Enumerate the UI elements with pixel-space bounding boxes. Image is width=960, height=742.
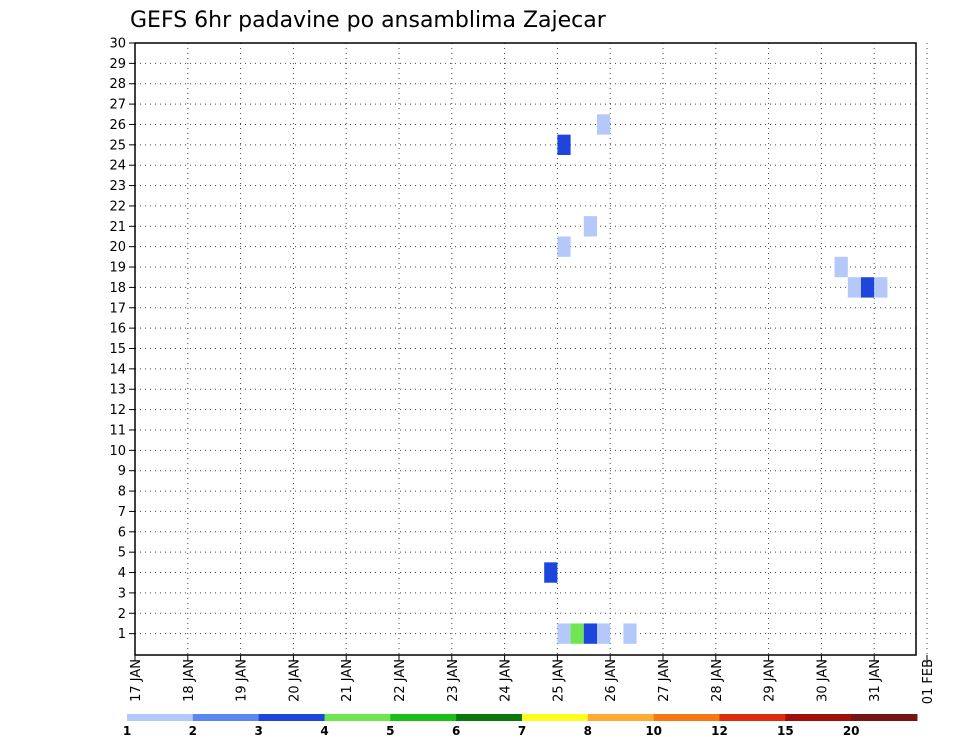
precip-cell xyxy=(557,236,571,257)
y-tick-label: 30 xyxy=(109,37,126,52)
y-tick-label: 7 xyxy=(118,505,126,520)
precip-cell xyxy=(597,114,611,135)
y-tick-label: 29 xyxy=(109,57,126,72)
legend-label: 2 xyxy=(189,724,197,738)
y-tick-label: 27 xyxy=(109,98,126,113)
y-tick-label: 20 xyxy=(109,240,126,255)
legend-label: 10 xyxy=(645,724,662,738)
legend-swatch xyxy=(258,714,325,721)
precip-cell xyxy=(847,277,861,298)
precip-cell xyxy=(544,562,558,583)
y-tick-label: 14 xyxy=(109,362,126,377)
legend-swatch xyxy=(522,714,589,721)
y-tick-label: 17 xyxy=(109,301,126,316)
chart-title: GEFS 6hr padavine po ansamblima Zajecar xyxy=(130,8,607,33)
precip-cell xyxy=(557,134,571,156)
y-tick-label: 25 xyxy=(109,138,126,153)
y-tick-label: 16 xyxy=(109,322,126,337)
color-legend: 1 2 3 4 5 6 7 8 10 12 15 20 xyxy=(123,714,918,738)
precip-cell xyxy=(861,277,875,298)
legend-label: 8 xyxy=(584,724,592,738)
legend-swatch xyxy=(653,714,720,721)
legend-label: 20 xyxy=(843,724,860,738)
x-tick-label: 01 FEB xyxy=(921,659,936,704)
y-tick-label: 18 xyxy=(109,281,126,296)
x-tick-label: 20 JAN xyxy=(287,659,302,702)
legend-swatch xyxy=(127,714,194,721)
legend-label: 7 xyxy=(518,724,526,738)
x-tick-label: 30 JAN xyxy=(815,659,830,702)
y-tick-label: 26 xyxy=(109,118,126,133)
y-tick-label: 19 xyxy=(109,261,126,276)
x-tick-label: 21 JAN xyxy=(340,659,355,702)
legend-label: 5 xyxy=(386,724,394,738)
x-tick-label: 29 JAN xyxy=(763,659,778,702)
legend-label: 15 xyxy=(777,724,794,738)
x-tick-label: 18 JAN xyxy=(182,659,197,702)
legend-swatch xyxy=(587,714,655,721)
legend-swatch xyxy=(456,714,523,721)
y-tick-label: 15 xyxy=(109,342,126,357)
y-tick-label: 22 xyxy=(109,199,126,214)
x-tick-label: 24 JAN xyxy=(499,659,514,702)
data-cells xyxy=(544,114,888,644)
y-tick-label: 28 xyxy=(109,77,126,92)
y-tick-label: 9 xyxy=(118,464,126,479)
legend-swatch xyxy=(851,714,918,721)
precip-cell xyxy=(583,623,597,644)
y-tick-label: 12 xyxy=(109,403,126,418)
legend-swatch xyxy=(719,714,786,721)
y-tick-label: 2 xyxy=(118,607,126,622)
legend-swatch xyxy=(390,714,457,721)
grid xyxy=(134,42,928,655)
y-tick-label: 8 xyxy=(118,485,126,500)
y-tick-label: 5 xyxy=(118,546,126,561)
precip-cell xyxy=(874,277,888,298)
precip-cell xyxy=(557,623,571,644)
x-tick-label: 27 JAN xyxy=(657,659,672,702)
y-tick-label: 3 xyxy=(118,586,126,601)
legend-label: 12 xyxy=(711,724,728,738)
x-tick-label: 17 JAN xyxy=(129,659,144,702)
y-tick-label: 24 xyxy=(109,159,126,174)
x-tick-label: 22 JAN xyxy=(393,659,408,702)
y-tick-label: 10 xyxy=(109,444,126,459)
x-tick-label: 23 JAN xyxy=(446,659,461,702)
precip-cell xyxy=(583,216,597,237)
legend-label: 1 xyxy=(123,724,131,738)
y-tick-label: 13 xyxy=(109,383,126,398)
y-tick-label: 1 xyxy=(118,627,126,642)
x-tick-label: 26 JAN xyxy=(604,659,619,702)
y-tick-label: 11 xyxy=(109,423,126,438)
x-axis: 17 JAN 18 JAN 19 JAN 20 JAN 21 JAN 22 JAN 23 J… xyxy=(129,655,936,704)
x-tick-label: 19 JAN xyxy=(235,659,250,702)
y-tick-label: 23 xyxy=(109,179,126,194)
precip-cell xyxy=(570,623,584,644)
x-tick-label: 31 JAN xyxy=(868,659,883,702)
legend-label: 4 xyxy=(320,724,328,738)
legend-swatch xyxy=(785,714,852,721)
y-tick-label: 4 xyxy=(118,566,126,581)
x-tick-label: 28 JAN xyxy=(710,659,725,702)
precip-cell xyxy=(623,623,637,644)
legend-swatch xyxy=(324,714,391,721)
precip-cell xyxy=(597,623,611,644)
x-tick-label: 25 JAN xyxy=(551,659,566,702)
y-axis: 1234567891011121314151617181920212223242… xyxy=(109,37,135,642)
legend-label: 6 xyxy=(452,724,460,738)
y-tick-label: 21 xyxy=(109,220,126,235)
precip-cell xyxy=(834,256,848,278)
legend-swatch xyxy=(192,714,260,721)
y-tick-label: 6 xyxy=(118,525,126,540)
legend-label: 3 xyxy=(254,724,262,738)
